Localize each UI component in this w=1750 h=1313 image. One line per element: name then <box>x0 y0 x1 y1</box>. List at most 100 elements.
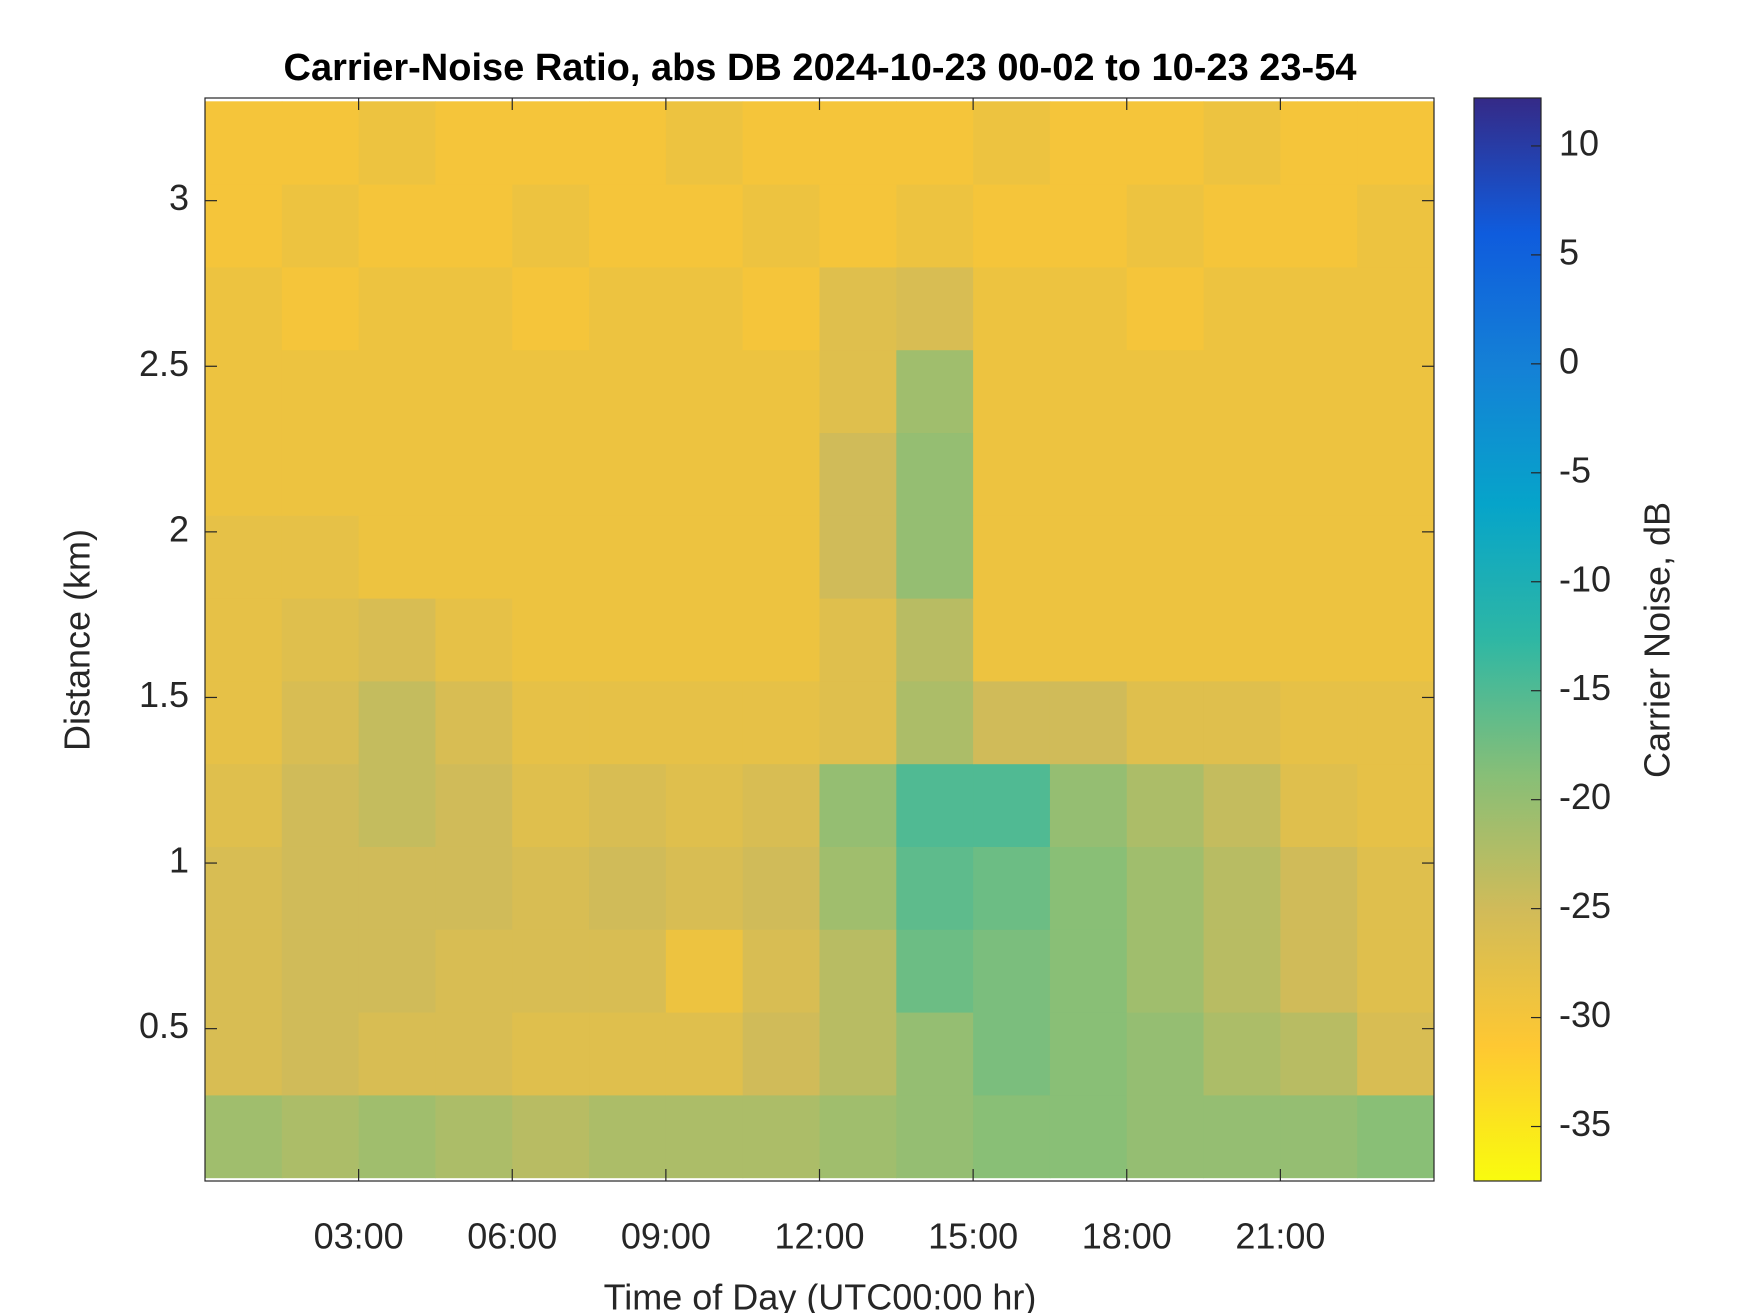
colorbar-tick-label: -20 <box>1559 776 1611 817</box>
heatmap-cell <box>665 432 744 516</box>
colorbar-tick-label: -35 <box>1559 1103 1611 1144</box>
heatmap-cell <box>665 929 744 1013</box>
heatmap-cell <box>435 1012 513 1096</box>
heatmap-cell <box>512 929 590 1013</box>
heatmap-cell <box>1280 515 1358 599</box>
heatmap-cell <box>742 184 820 268</box>
heatmap-cell <box>1049 846 1128 930</box>
heatmap-cell <box>742 929 820 1013</box>
heatmap-cell <box>896 515 974 599</box>
heatmap-cell <box>512 680 590 765</box>
heatmap-cell <box>742 101 820 185</box>
heatmap-cell <box>665 680 744 765</box>
heatmap-cell <box>1126 266 1205 351</box>
heatmap-cell <box>1049 515 1128 599</box>
heatmap-cell <box>512 266 590 351</box>
heatmap-cell <box>665 846 744 930</box>
heatmap-cell <box>281 101 360 185</box>
heatmap-cell <box>665 349 744 434</box>
x-tick-label: 03:00 <box>314 1216 404 1257</box>
x-tick-label: 06:00 <box>467 1216 557 1257</box>
heatmap-cell <box>1280 929 1358 1013</box>
heatmap-cell <box>1126 1094 1205 1179</box>
heatmap-cell <box>1203 101 1281 185</box>
y-tick-label: 0.5 <box>139 1005 189 1046</box>
heatmap-cell <box>281 1012 360 1096</box>
heatmap-cell <box>973 1094 1051 1179</box>
heatmap-cell <box>589 101 667 185</box>
heatmap-cell <box>205 515 283 599</box>
heatmap-cell <box>819 101 897 185</box>
heatmap-cell <box>973 349 1051 434</box>
heatmap-cell <box>358 101 436 185</box>
heatmap-cell <box>819 929 897 1013</box>
heatmap-cell <box>205 1012 283 1096</box>
heatmap-cell <box>205 1094 283 1179</box>
x-tick-label: 21:00 <box>1235 1216 1325 1257</box>
heatmap-cell <box>896 266 974 351</box>
heatmap-cell <box>589 929 667 1013</box>
heatmap-cell <box>1357 1012 1434 1096</box>
heatmap-cell <box>819 1012 897 1096</box>
heatmap-cell <box>435 680 513 765</box>
heatmap-cell <box>819 184 897 268</box>
heatmap-cell <box>435 349 513 434</box>
heatmap-cell <box>665 1094 744 1179</box>
heatmap-cell <box>742 349 820 434</box>
heatmap-cell <box>281 680 360 765</box>
heatmap-cell <box>281 184 360 268</box>
heatmap-cell <box>973 432 1051 516</box>
heatmap-cell <box>896 929 974 1013</box>
heatmap-cell <box>512 184 590 268</box>
heatmap-cell <box>1280 1094 1358 1179</box>
heatmap-cell <box>896 1012 974 1096</box>
heatmap-cell <box>589 846 667 930</box>
heatmap-cell <box>1126 349 1205 434</box>
heatmap-cell <box>1357 349 1434 434</box>
heatmap-cell <box>358 598 436 682</box>
heatmap-cell <box>435 929 513 1013</box>
heatmap-cell <box>435 846 513 930</box>
heatmap-cell <box>819 763 897 847</box>
heatmap-cell <box>435 266 513 351</box>
heatmap-cell <box>819 598 897 682</box>
heatmap-cell <box>665 598 744 682</box>
heatmap-cell <box>1357 515 1434 599</box>
heatmap-cell <box>1203 349 1281 434</box>
heatmap-cell <box>1357 101 1434 185</box>
heatmap-cell <box>281 1094 360 1179</box>
colorbar-tick-label: -15 <box>1559 667 1611 708</box>
heatmap-cell <box>358 1012 436 1096</box>
heatmap-cell <box>742 598 820 682</box>
heatmap-cell <box>742 266 820 351</box>
heatmap-cell <box>665 1012 744 1096</box>
heatmap-cell <box>512 515 590 599</box>
heatmap-cell <box>742 1012 820 1096</box>
heatmap-cell <box>1280 598 1358 682</box>
heatmap-cell <box>1049 680 1128 765</box>
heatmap-cell <box>281 515 360 599</box>
heatmap-cell <box>819 266 897 351</box>
heatmap-cell <box>205 598 283 682</box>
heatmap-cell <box>1049 763 1128 847</box>
heatmap-cell <box>1049 598 1128 682</box>
y-tick-label: 1 <box>169 840 189 881</box>
heatmap-cell <box>896 846 974 930</box>
heatmap-cell <box>205 184 283 268</box>
heatmap-cell <box>358 763 436 847</box>
heatmap-cell <box>205 432 283 516</box>
heatmap-cell <box>1049 101 1128 185</box>
heatmap-cell <box>1357 846 1434 930</box>
heatmap-cell <box>1203 1094 1281 1179</box>
heatmap-cell <box>1126 763 1205 847</box>
heatmap-cell <box>819 515 897 599</box>
heatmap-cell <box>1357 763 1434 847</box>
heatmap-cell <box>1126 598 1205 682</box>
heatmap-cell <box>1049 432 1128 516</box>
heatmap-cell <box>435 763 513 847</box>
heatmap-cell <box>205 266 283 351</box>
x-axis-label: Time of Day (UTC00:00 hr) <box>604 1277 1037 1313</box>
heatmap-cell <box>896 680 974 765</box>
heatmap-cell <box>1280 1012 1358 1096</box>
heatmap-cell <box>589 266 667 351</box>
